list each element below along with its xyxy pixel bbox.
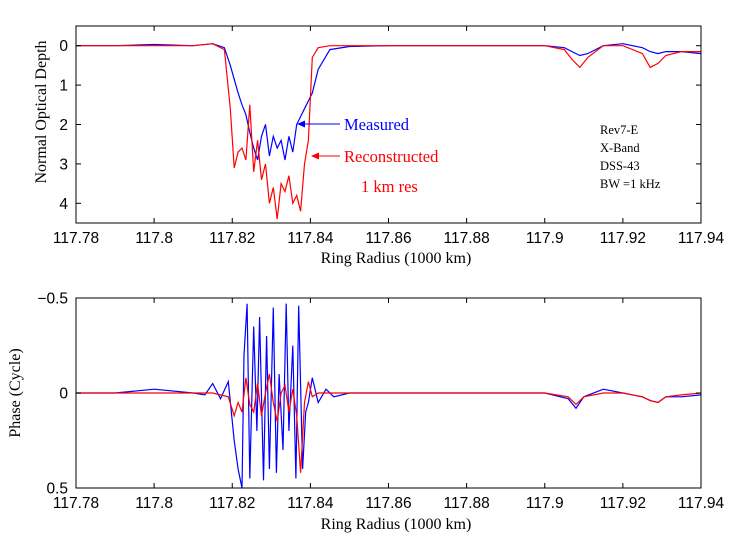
measured-arrow-head [297, 120, 305, 128]
top-x-tick-label: 117.82 [209, 230, 255, 247]
top-plot-series [76, 43, 701, 220]
bottom-x-tick-label: 117.86 [365, 495, 411, 512]
bottom-axis-ticks: 117.78 117.8 117.82 117.84 117.86 117.88 117.9… [37, 291, 724, 513]
reconstructed-label: Reconstructed [344, 147, 439, 166]
phase-panel: 117.78 117.8 117.82 117.84 117.86 117.88 117.9… [7, 291, 725, 534]
bottom-y-axis-label: Phase (Cycle) [7, 348, 24, 437]
top-y-tick-label: 2 [59, 117, 68, 134]
top-y-tick-label: 3 [59, 156, 68, 173]
bottom-x-axis-label: Ring Radius (1000 km) [321, 516, 472, 533]
reconstructed-arrow-head [311, 152, 319, 160]
top-x-tick-label: 117.94 [678, 230, 725, 247]
info-bandwidth: BW =1 kHz [600, 177, 661, 191]
bottom-measured-line [76, 303, 701, 488]
top-y-tick-label: 1 [59, 78, 68, 95]
top-measured-line [76, 43, 701, 161]
top-x-tick-label: 117.86 [365, 230, 411, 247]
top-reconstructed-line [76, 43, 701, 220]
top-x-axis-label: Ring Radius (1000 km) [321, 250, 472, 267]
top-x-tick-label: 117.84 [287, 230, 334, 247]
top-y-tick-label: 4 [59, 196, 68, 213]
bottom-x-tick-label: 117.88 [443, 495, 489, 512]
bottom-y-tick-label: 0 [59, 386, 68, 403]
bottom-x-tick-label: 117.78 [53, 495, 99, 512]
bottom-x-tick-label: 117.9 [526, 495, 564, 512]
top-x-tick-label: 117.88 [443, 230, 489, 247]
measured-label: Measured [344, 115, 410, 134]
optical-depth-panel: 117.78 117.8 117.82 117.84 117.86 117.88 117.9… [33, 25, 725, 267]
bottom-reconstructed-line [76, 373, 701, 473]
bottom-y-tick-label: −0.5 [37, 291, 68, 308]
top-y-axis-label: Normal Optical Depth [33, 40, 50, 183]
top-x-tick-label: 117.8 [135, 230, 173, 247]
info-band: X-Band [600, 141, 640, 155]
info-rev: Rev7-E [600, 123, 639, 137]
top-x-tick-label: 117.78 [53, 230, 99, 247]
top-x-tick-label: 117.92 [600, 230, 646, 247]
bottom-x-tick-label: 117.8 [135, 495, 173, 512]
resolution-label: 1 km res [361, 177, 418, 196]
bottom-plot-series [76, 303, 701, 488]
info-station: DSS-43 [600, 159, 640, 173]
bottom-x-tick-label: 117.94 [678, 495, 725, 512]
bottom-x-tick-label: 117.84 [287, 495, 334, 512]
top-axis-ticks: 117.78 117.8 117.82 117.84 117.86 117.88 117.9… [53, 26, 725, 247]
bottom-x-tick-label: 117.82 [209, 495, 255, 512]
bottom-y-tick-label: 0.5 [46, 481, 68, 498]
top-x-tick-label: 117.9 [526, 230, 564, 247]
top-y-tick-label: 0 [59, 38, 68, 55]
bottom-x-tick-label: 117.92 [600, 495, 646, 512]
